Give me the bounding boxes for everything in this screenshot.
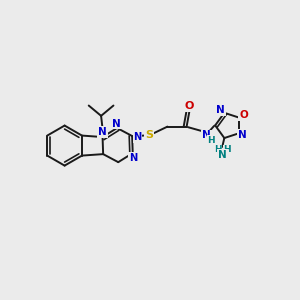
Text: O: O xyxy=(185,101,194,111)
Text: N: N xyxy=(98,127,107,137)
Text: H: H xyxy=(224,145,231,154)
Text: N: N xyxy=(218,149,227,160)
Text: N: N xyxy=(129,152,137,163)
Text: H: H xyxy=(214,145,222,154)
Text: N: N xyxy=(238,130,247,140)
Text: H: H xyxy=(207,136,215,145)
Text: N: N xyxy=(216,105,225,115)
Text: O: O xyxy=(239,110,248,120)
Text: N: N xyxy=(112,118,121,129)
Text: N: N xyxy=(133,133,142,142)
Text: N: N xyxy=(202,130,211,140)
Text: S: S xyxy=(145,130,153,140)
